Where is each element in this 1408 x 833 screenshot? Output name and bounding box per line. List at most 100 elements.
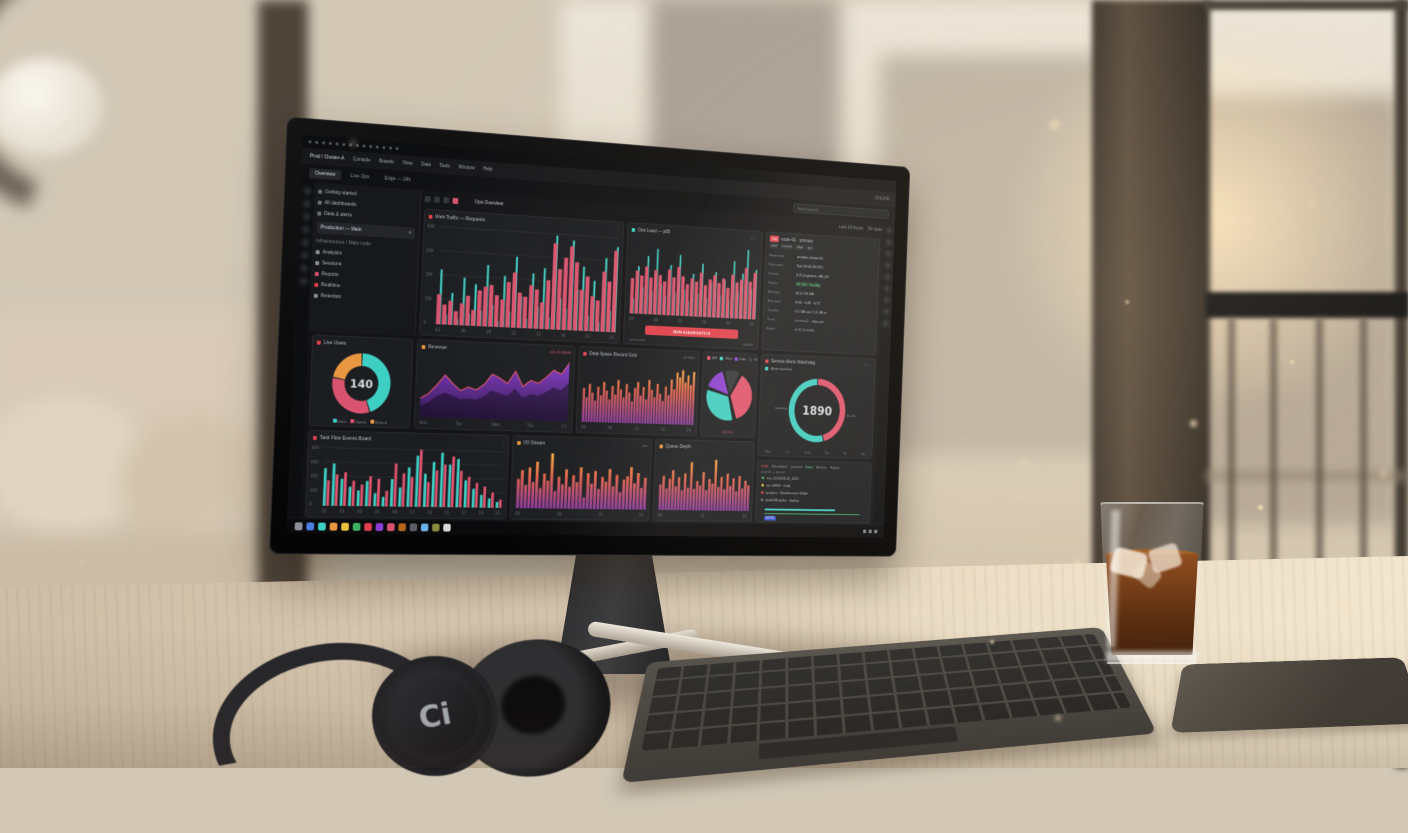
toolbar-icon[interactable] (315, 141, 318, 144)
toolbar-icon[interactable] (362, 144, 365, 147)
rail-icon[interactable] (302, 239, 308, 245)
sidebar-links: Analytics Sessions Reports Realtime Rete… (314, 246, 414, 305)
iced-coffee-glass (1096, 502, 1208, 664)
tray-icon[interactable] (863, 530, 866, 534)
panel-icon (317, 340, 321, 344)
rail-icon[interactable] (883, 321, 888, 327)
toolbar-icon[interactable] (336, 142, 339, 145)
dock-app-icon[interactable] (376, 523, 384, 531)
queue-tab[interactable]: Done (805, 465, 813, 470)
rail-icon[interactable] (304, 201, 310, 207)
toolbar-icon[interactable] (389, 146, 392, 149)
panel-menu-icon[interactable]: ⋮ (501, 440, 505, 445)
panel-node-info: 746 node-01 · primary ⋮ prod eu-west edge g… (762, 231, 881, 355)
tray-icon[interactable] (869, 530, 872, 534)
dock-app-icon[interactable] (398, 523, 406, 531)
toolbar-icon[interactable] (308, 140, 311, 143)
rail-icon[interactable] (885, 274, 890, 280)
menu-item[interactable]: Help (483, 166, 493, 172)
panel-title: Web Traffic — Requests (435, 214, 485, 223)
dock-app-icon[interactable] (387, 523, 395, 531)
panel-iostream: I/O Stream live (510, 435, 653, 521)
rail-icon[interactable] (886, 251, 891, 257)
tab[interactable]: Live Ops (345, 171, 376, 183)
dock-icons (295, 522, 451, 531)
panel-title: Revenue (428, 344, 447, 351)
menu-item[interactable]: Window (458, 164, 475, 171)
dock-app-icon[interactable] (330, 523, 338, 531)
dock-app-icon[interactable] (443, 524, 451, 532)
time-range-picker[interactable]: Last 24 hours (839, 225, 863, 232)
tab[interactable]: Overview (309, 168, 341, 180)
tag[interactable]: gw (806, 245, 813, 251)
tag[interactable]: prod (770, 243, 779, 249)
menu-item[interactable]: View (402, 160, 412, 167)
menu-item[interactable]: Console (353, 156, 371, 163)
rail-icon[interactable] (885, 263, 890, 269)
rail-icon[interactable] (301, 278, 307, 284)
panel-title: Task Flow Events Board (320, 435, 372, 442)
dock-app-icon[interactable] (353, 523, 361, 531)
refresh-interval[interactable]: 5m auto (868, 226, 882, 232)
panel-menu-icon[interactable]: ⋮ (616, 226, 620, 231)
tab[interactable]: Edge — 24h (379, 173, 417, 185)
queue-row[interactable]: build 88-alpha · deploy (757, 496, 870, 505)
dock-app-icon[interactable] (421, 524, 429, 532)
tag[interactable]: eu-west (780, 243, 793, 249)
queue-tab[interactable]: Archive (816, 465, 827, 470)
legend-item: API (707, 355, 718, 360)
menu-item[interactable]: Tools (439, 163, 450, 170)
corner-label: 24 GB/s (683, 355, 695, 360)
toolbar-icon[interactable] (322, 141, 325, 144)
toolbar-icon[interactable] (396, 147, 399, 150)
queue-tab[interactable]: LIVE (761, 464, 768, 469)
footer-label: auto-scale (629, 337, 645, 342)
menu-item[interactable]: Data (421, 162, 431, 169)
run-diagnostics-button[interactable]: RUN DIAGNOSTICS (645, 325, 739, 339)
menu-item[interactable]: Boards (379, 158, 394, 165)
rail-icon[interactable] (886, 239, 891, 245)
panel-menu-icon[interactable]: ⋮ (873, 243, 876, 248)
toolbar-icon[interactable] (356, 144, 359, 147)
queue-tab[interactable]: Scheduled (772, 464, 788, 469)
dock-app-icon[interactable] (364, 523, 372, 531)
footer-link[interactable]: details (743, 342, 753, 347)
rail-icon[interactable] (303, 226, 309, 232)
dock-app-icon[interactable] (432, 524, 440, 532)
view-toolbar-icon[interactable] (425, 196, 431, 202)
rail-icon[interactable] (887, 228, 892, 234)
panel-menu-icon[interactable]: ▢ ⋮ (751, 235, 759, 240)
queue-tab[interactable]: Queued (790, 464, 802, 469)
count-badge: 746 (770, 235, 779, 242)
panel-share: API Web Jobs Other Δ 2.9 k (700, 351, 758, 438)
toolbar-icon[interactable] (349, 143, 352, 146)
queue-tab[interactable]: Export (830, 465, 839, 470)
search-input[interactable] (793, 203, 889, 219)
view-toolbar-icon[interactable] (443, 197, 449, 203)
rail-icon[interactable] (884, 309, 889, 315)
rail-icon[interactable] (884, 297, 889, 303)
toolbar-icon[interactable] (376, 145, 379, 148)
toolbar-icon[interactable] (369, 145, 372, 148)
rail-icon[interactable] (885, 286, 890, 292)
panel-menu-icon[interactable]: • • ⋮ (864, 363, 871, 368)
tray-icon[interactable] (874, 530, 877, 534)
iostream-chart (513, 448, 648, 518)
toolbar-icon[interactable] (329, 142, 332, 145)
rail-icon[interactable] (302, 252, 308, 258)
tag[interactable]: edge (795, 244, 805, 250)
sidebar-item-icon (317, 211, 321, 215)
toolbar-icon[interactable] (342, 143, 345, 146)
dock-app-icon[interactable] (341, 523, 349, 531)
dock-app-icon[interactable] (410, 523, 418, 531)
view-toolbar-icon[interactable] (434, 197, 440, 203)
dock-app-icon[interactable] (306, 522, 314, 530)
dock-app-icon[interactable] (318, 523, 326, 531)
dock-app-icon[interactable] (295, 522, 303, 530)
rail-icon[interactable] (304, 188, 310, 194)
view-toolbar-icon[interactable] (453, 198, 459, 204)
sidebar-link-icon (315, 271, 319, 275)
toolbar-icon[interactable] (382, 146, 385, 149)
rail-icon[interactable] (303, 214, 309, 220)
rail-icon[interactable] (301, 265, 307, 271)
